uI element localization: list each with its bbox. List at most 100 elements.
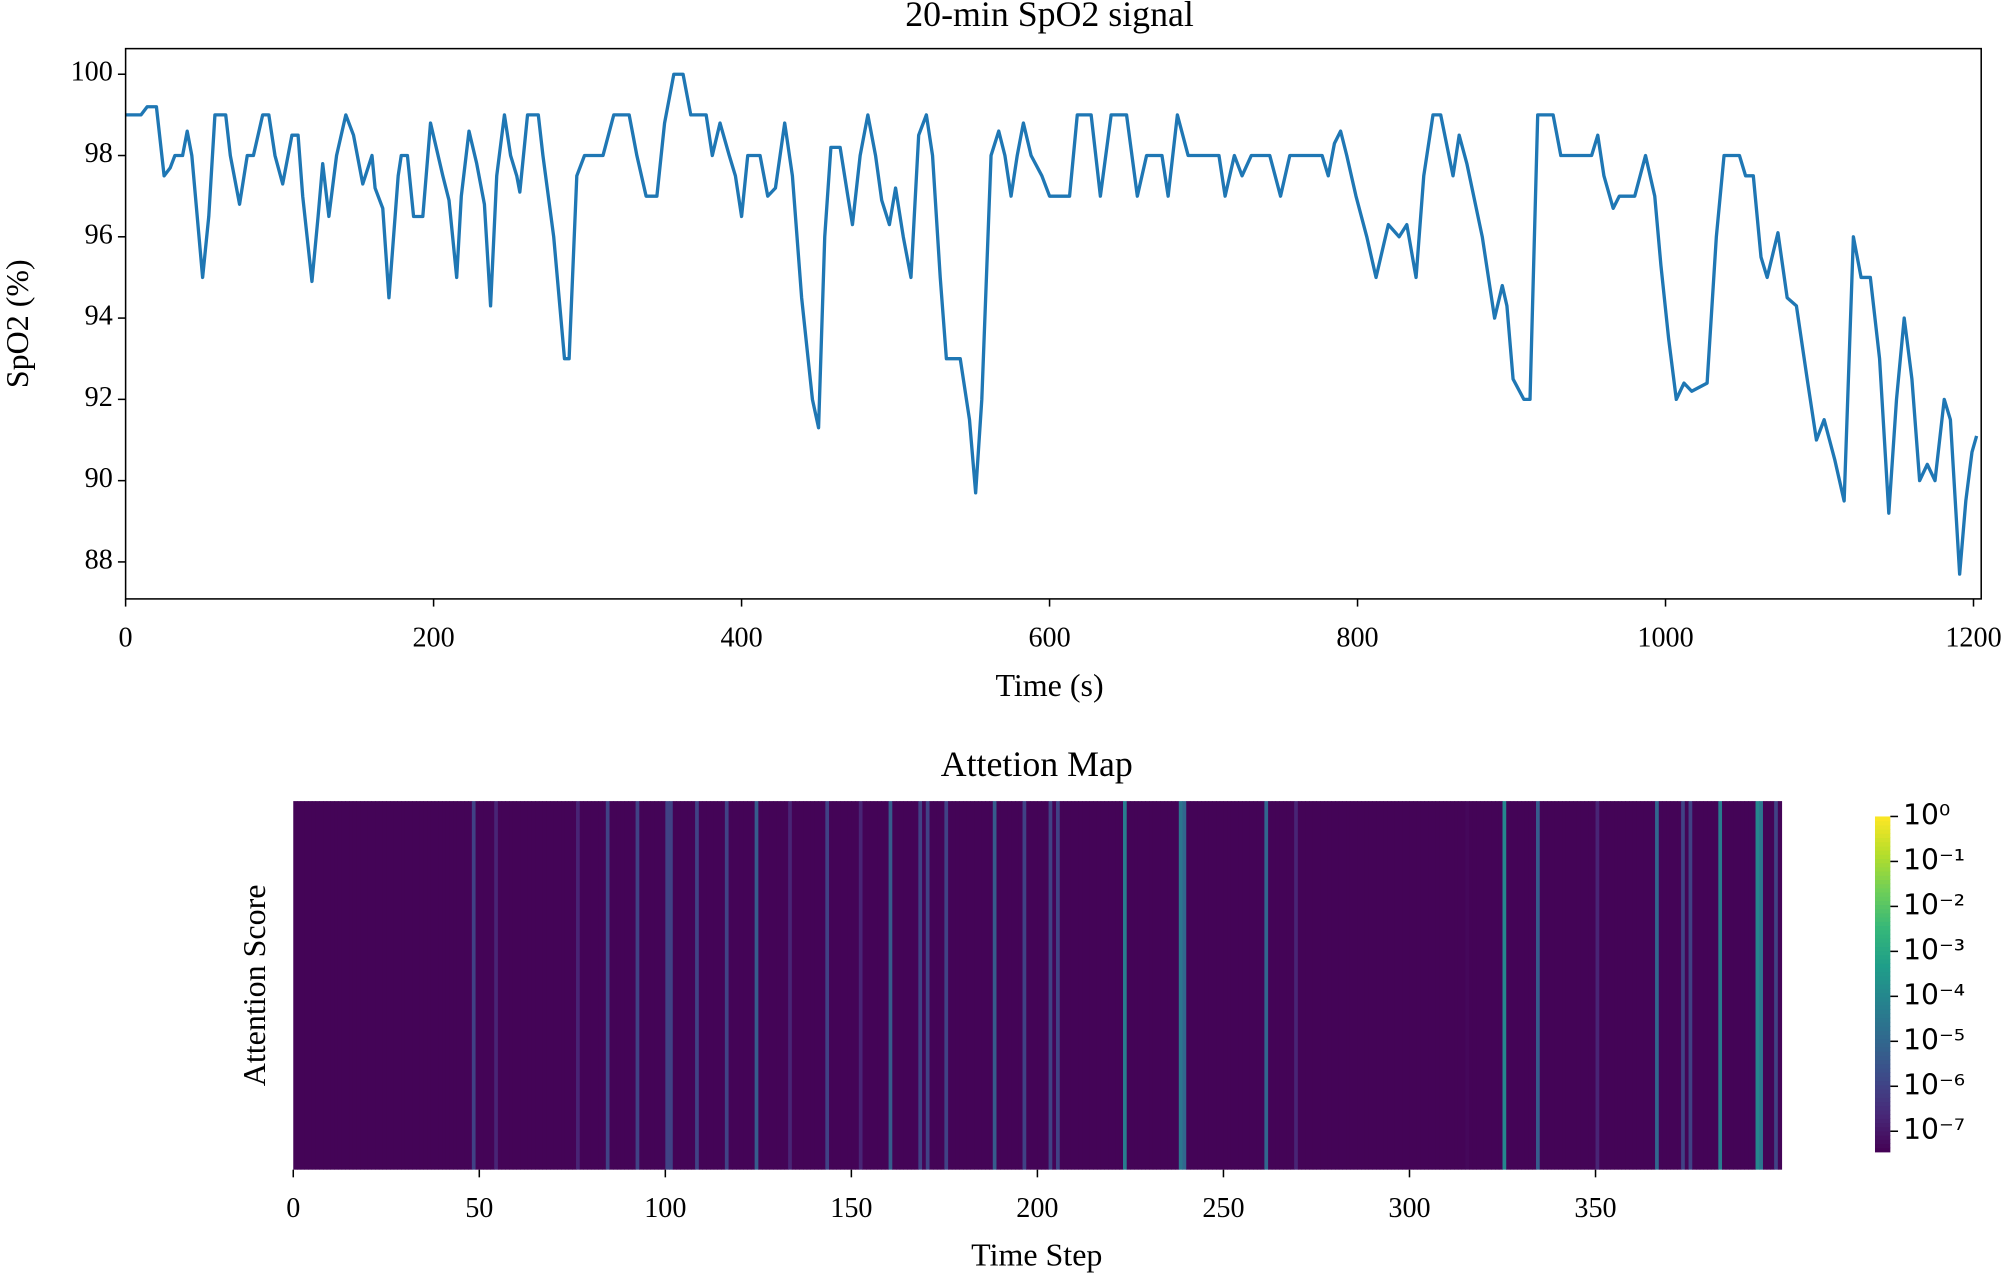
colorbar-segment [1874,1017,1891,1023]
heatmap-cell [1502,801,1507,1170]
heatmap-cell [471,801,477,1170]
colorbar-segment [1874,1072,1891,1077]
heatmap-cell [1361,801,1366,1170]
colorbar-segment [1874,967,1891,973]
heatmap-cell [817,801,823,1170]
heatmap-cell [1517,801,1522,1170]
heatmap-cell [512,801,518,1170]
heatmap-cell [1439,801,1444,1170]
heatmap-cell [810,801,815,1170]
heatmap-cell [1026,801,1031,1170]
heatmap-cell [1346,801,1351,1170]
heatmap-cell [1100,801,1105,1170]
heatmap-cell [468,801,473,1170]
y-axis-label: Attention Score [236,885,272,1087]
heatmap-cell [300,801,305,1170]
heatmap-cell [635,801,640,1170]
heatmap-cell [1368,801,1373,1170]
heatmap-cell [1230,801,1236,1170]
heatmap-cell [1562,801,1567,1170]
heatmap-cell [609,801,614,1170]
heatmap-cell [907,801,912,1170]
heatmap-cell [1774,801,1779,1170]
heatmap-cell [1175,801,1180,1170]
colorbar-segment [1874,908,1891,914]
x-axis-label: Time Step [971,1236,1102,1272]
heatmap-cell [1141,801,1146,1170]
heatmap-cell [531,801,536,1170]
heatmap-cell [1357,801,1362,1170]
heatmap-cell [520,801,525,1170]
heatmap-cell [416,801,421,1170]
heatmap-cell [1610,801,1615,1170]
heatmap-cell [1163,801,1169,1170]
heatmap-cell [1260,801,1265,1170]
heatmap-cell [1342,801,1347,1170]
heatmap-cell [1189,801,1195,1170]
colorbar-segment [1874,1114,1891,1119]
heatmap-cell [590,801,596,1170]
heatmap-cell [542,801,547,1170]
x-tick-label: 0 [119,622,133,653]
heatmap-cell [1662,801,1667,1170]
colorbar-tick-label: 10⁻¹ [1903,843,1965,876]
heatmap-cell [1212,801,1217,1170]
colorbar-segment [1874,1000,1891,1006]
heatmap-cell [866,801,871,1170]
x-tick-label: 200 [412,622,454,653]
heatmap-cell [605,801,611,1170]
heatmap-cell [397,801,402,1170]
colorbar-segment [1874,896,1891,901]
colorbar-segment [1874,958,1891,964]
heatmap-cell [1762,801,1768,1170]
colorbar-tick-label: 10⁻⁷ [1903,1113,1965,1146]
heatmap-cell [1599,801,1604,1170]
heatmap-cell [1729,801,1734,1170]
heatmap-cell [1201,801,1206,1170]
heatmap-cell [341,801,346,1170]
heatmap-cell [1647,801,1652,1170]
colorbar-segment [1874,938,1891,943]
heatmap-cell [989,801,994,1170]
heatmap-cell [1149,801,1154,1170]
heatmap-cell [486,801,491,1170]
heatmap-cell [1409,801,1414,1170]
heatmap-cell [1640,801,1645,1170]
heatmap-cell [1465,801,1470,1170]
heatmap-cell [1606,801,1611,1170]
heatmap-cell [1186,801,1191,1170]
heatmap-cell [977,801,983,1170]
heatmap-cell [1413,801,1418,1170]
heatmap-cell [1759,801,1764,1170]
heatmap-cell [795,801,800,1170]
heatmap-cell [1316,801,1321,1170]
colorbar-segment [1874,820,1891,826]
colorbar-segment [1874,1109,1891,1115]
heatmap-cell [516,801,521,1170]
heatmap-cell [1420,801,1425,1170]
heatmap-cell [773,801,778,1170]
colorbar-segment [1874,870,1891,876]
heatmap-cell [1725,801,1730,1170]
colorbar-segment [1874,1030,1891,1036]
colorbar-segment [1874,1034,1891,1040]
heatmap-cell [1547,801,1552,1170]
heatmap-cell [1387,801,1392,1170]
heatmap-cell [553,801,558,1170]
heatmap-cell [1428,801,1433,1170]
colorbar-segment [1874,1059,1891,1065]
heatmap-cell [1063,801,1068,1170]
heatmap-cell [996,801,1001,1170]
heatmap-cell [1673,801,1678,1170]
y-tick-label: 98 [85,138,113,169]
heatmap-cell [1309,801,1314,1170]
heatmap-cell [1710,801,1716,1170]
heatmap-cell [561,801,566,1170]
heatmap-cell [375,801,380,1170]
heatmap-cell [1353,801,1358,1170]
colorbar-segment [1874,1076,1891,1082]
colorbar-segment [1874,883,1891,889]
heatmap-cell [1695,801,1701,1170]
colorbar-segment [1874,1042,1891,1048]
